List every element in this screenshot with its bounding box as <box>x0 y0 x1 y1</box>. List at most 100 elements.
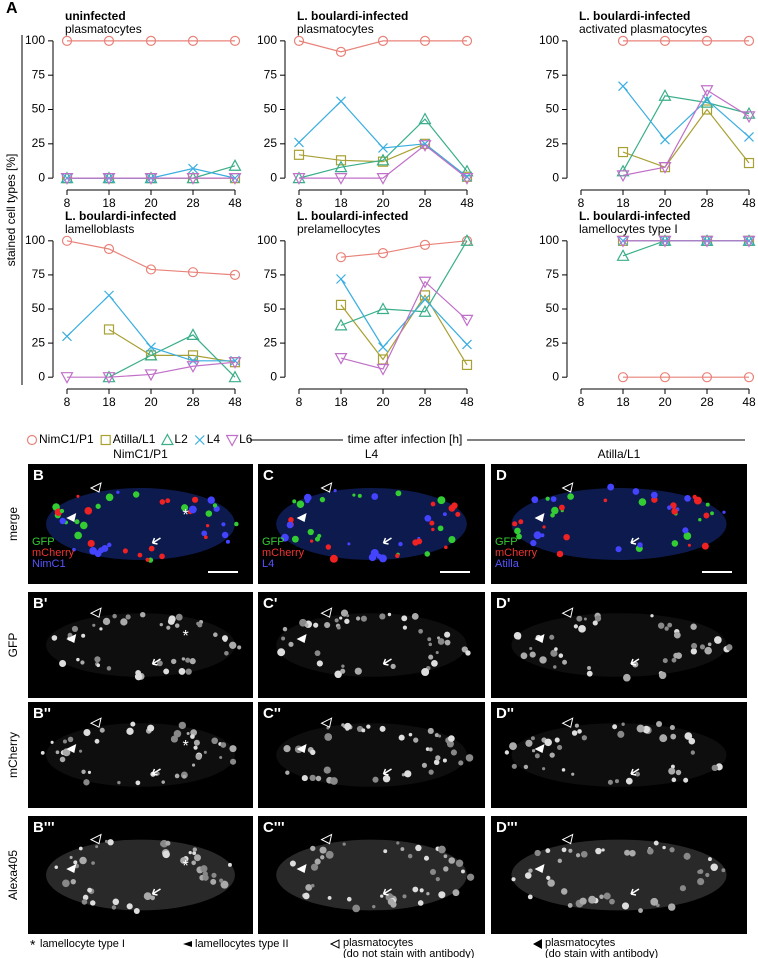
y-tick-label: 75 <box>264 267 278 281</box>
cell <box>710 863 718 872</box>
cell <box>229 641 237 649</box>
cell <box>74 531 82 540</box>
marker <box>334 318 348 331</box>
cell <box>465 650 471 656</box>
arrowhead-filled <box>534 513 545 522</box>
cell <box>571 730 578 736</box>
cell <box>461 869 465 874</box>
cell <box>188 850 192 855</box>
footer-label: lamellocyte type I <box>40 938 125 950</box>
cell <box>558 653 564 658</box>
marker <box>658 162 672 174</box>
cell <box>402 894 407 899</box>
legend-label: Atilla/L1 <box>113 432 156 446</box>
cell <box>102 617 111 626</box>
cell <box>545 496 550 501</box>
x-tick-label: 18 <box>334 196 348 210</box>
cell <box>225 539 230 544</box>
marker <box>377 247 389 259</box>
cell <box>188 505 197 514</box>
marker <box>334 352 348 365</box>
marker <box>336 96 346 107</box>
cell <box>692 494 697 500</box>
y-tick-label: 100 <box>257 233 277 247</box>
marker <box>617 146 629 158</box>
marker <box>187 267 199 278</box>
cell <box>210 878 217 885</box>
cell <box>726 644 733 651</box>
cell <box>670 733 677 740</box>
cell <box>285 770 290 775</box>
cell <box>621 722 625 726</box>
marker <box>701 35 713 46</box>
cell <box>315 775 322 782</box>
footer-label: lamellocytes type II <box>195 938 289 950</box>
marker <box>335 155 347 166</box>
x-tick-label: 48 <box>228 395 242 409</box>
cell <box>180 857 187 864</box>
cell <box>205 510 213 517</box>
cell <box>428 654 434 660</box>
cell <box>282 626 288 632</box>
cell <box>550 496 557 502</box>
marker <box>744 132 754 142</box>
chart-title: L. boulardi-infected <box>579 209 690 223</box>
cell <box>545 848 551 854</box>
cell <box>527 894 533 900</box>
marker <box>187 35 199 46</box>
cell <box>653 840 659 846</box>
cell <box>352 493 356 497</box>
cell <box>125 614 131 620</box>
cell <box>370 548 379 557</box>
cell <box>650 897 659 906</box>
cell <box>448 535 456 544</box>
cell <box>99 627 103 631</box>
cell <box>504 750 509 755</box>
marker <box>460 234 474 246</box>
cell <box>421 668 430 676</box>
cell <box>465 754 474 762</box>
cell <box>623 673 631 682</box>
y-tick-label: 100 <box>257 33 277 47</box>
marker <box>419 239 431 251</box>
cell <box>327 895 332 900</box>
cell <box>307 528 314 536</box>
cell <box>83 729 91 737</box>
cell <box>94 656 101 663</box>
larva-outline <box>46 613 235 677</box>
x-tick-label: 18 <box>102 395 116 409</box>
y-tick-label: 0 <box>270 369 277 383</box>
marker <box>419 35 431 46</box>
footer-symbol: * <box>30 937 36 953</box>
cell <box>434 733 439 738</box>
cell <box>688 737 696 745</box>
cell <box>289 860 296 867</box>
cell <box>664 626 669 631</box>
x-tick-label: 8 <box>296 395 303 409</box>
cell <box>107 542 112 548</box>
cell <box>346 614 350 618</box>
marker <box>659 372 671 383</box>
cell <box>310 845 316 852</box>
cell <box>577 729 582 734</box>
cell <box>444 631 451 638</box>
cell <box>659 734 668 743</box>
marker <box>335 299 347 311</box>
cell <box>352 904 361 913</box>
y-tick-label: 25 <box>546 335 560 349</box>
cell <box>428 642 433 647</box>
y-tick-label: 0 <box>38 170 45 184</box>
cell <box>425 747 430 751</box>
cell <box>429 868 437 876</box>
legend: NimC1/P1 Atilla/L1 L2 L4 L6 <box>26 432 253 447</box>
y-tick-label: 100 <box>25 33 45 47</box>
cell <box>76 657 80 662</box>
marker <box>228 159 242 171</box>
cell <box>682 527 689 534</box>
cell <box>607 483 615 491</box>
series-line <box>108 328 236 363</box>
cell <box>82 894 89 901</box>
cell <box>67 736 74 743</box>
cell <box>705 872 710 878</box>
